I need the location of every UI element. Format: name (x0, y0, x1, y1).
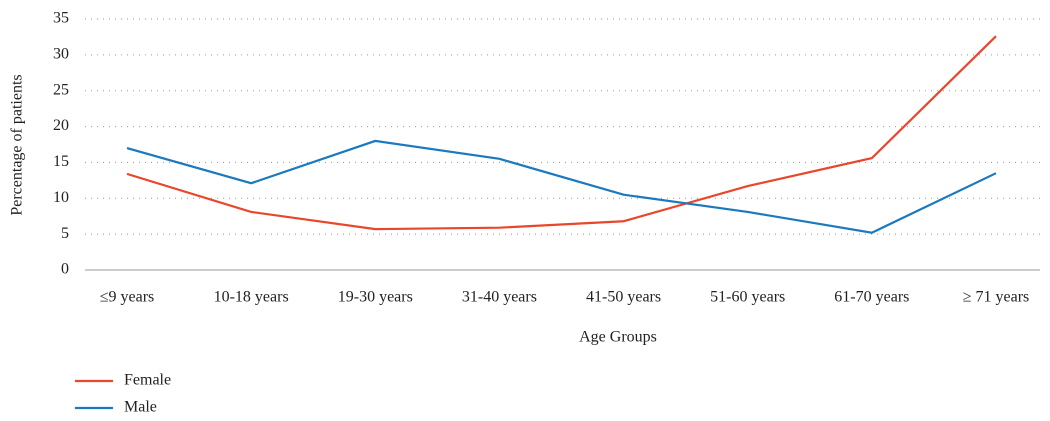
x-tick-label: ≤9 years (100, 289, 155, 306)
x-tick-label: 61-70 years (834, 289, 909, 306)
series-line (126, 35, 997, 231)
y-axis-label: Percentage of patients (9, 74, 26, 215)
x-tick-label: 31-40 years (462, 289, 537, 306)
x-tick-label: 10-18 years (214, 289, 289, 306)
series-line (126, 139, 997, 234)
y-tick-label: 5 (61, 225, 69, 242)
y-tick-label: 20 (53, 117, 69, 134)
y-tick-label: 15 (53, 153, 69, 170)
x-axis-label: Age Groups (579, 329, 657, 346)
x-tick-label: 41-50 years (586, 289, 661, 306)
legend-label: Female (124, 372, 171, 389)
legend-label: Male (124, 399, 157, 416)
x-tick-label: 19-30 years (338, 289, 413, 306)
y-tick-label: 0 (61, 261, 69, 278)
y-tick-label: 35 (53, 10, 69, 27)
y-tick-label: 30 (53, 46, 69, 63)
y-tick-label: 25 (53, 81, 69, 98)
y-tick-label: 10 (53, 189, 69, 206)
x-tick-label: ≥ 71 years (963, 289, 1030, 306)
x-tick-label: 51-60 years (710, 289, 785, 306)
